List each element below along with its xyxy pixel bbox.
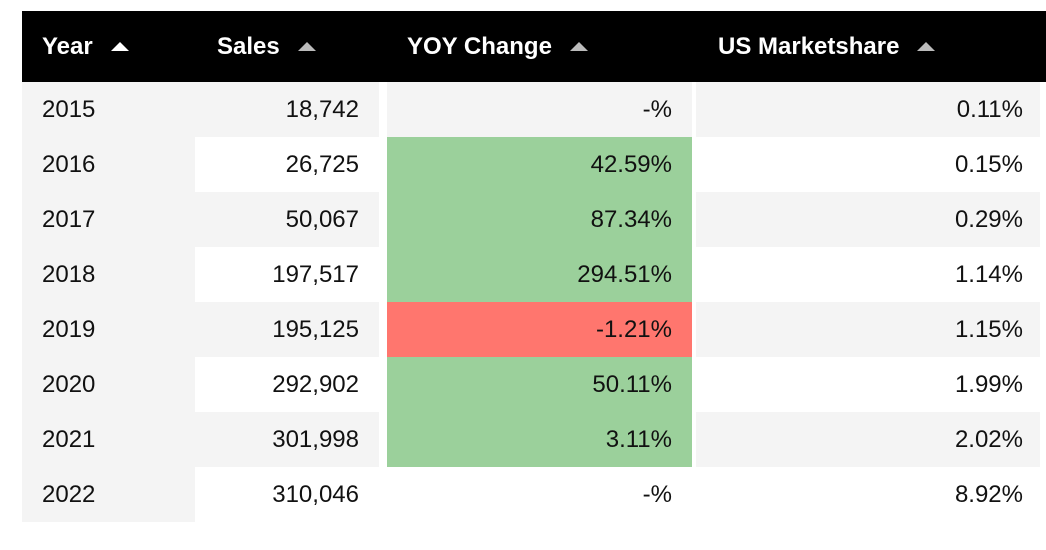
table-row: 2016 26,725 42.59% 0.15% xyxy=(22,137,1046,192)
sales-cell: 310,046 xyxy=(195,467,379,522)
column-header-sales[interactable]: Sales xyxy=(195,11,379,82)
sort-ascending-icon[interactable] xyxy=(569,42,588,51)
column-header-label: Year xyxy=(42,32,93,60)
us-marketshare-cell: 8.92% xyxy=(696,467,1040,522)
yoy-change-cell: -% xyxy=(387,82,692,137)
sort-ascending-icon[interactable] xyxy=(297,42,316,51)
us-marketshare-cell: 1.15% xyxy=(696,302,1040,357)
us-marketshare-cell: 1.14% xyxy=(696,247,1040,302)
yoy-change-cell: -1.21% xyxy=(387,302,692,357)
year-cell: 2017 xyxy=(22,192,195,247)
sales-table: Year Sales YOY Change US Marketshare 201… xyxy=(22,11,1046,522)
column-header-label: YOY Change xyxy=(407,32,552,60)
table-header-row: Year Sales YOY Change US Marketshare xyxy=(22,11,1046,82)
year-cell: 2022 xyxy=(22,467,195,522)
sales-cell: 50,067 xyxy=(195,192,379,247)
us-marketshare-cell: 2.02% xyxy=(696,412,1040,467)
table-row: 2015 18,742 -% 0.11% xyxy=(22,82,1046,137)
yoy-change-cell: 87.34% xyxy=(387,192,692,247)
sort-ascending-icon[interactable] xyxy=(917,42,936,51)
table-row: 2018 197,517 294.51% 1.14% xyxy=(22,247,1046,302)
sales-cell: 292,902 xyxy=(195,357,379,412)
table-row: 2022 310,046 -% 8.92% xyxy=(22,467,1046,522)
year-cell: 2020 xyxy=(22,357,195,412)
us-marketshare-cell: 0.11% xyxy=(696,82,1040,137)
table-body: 2015 18,742 -% 0.11% 2016 26,725 42.59% 0.15% 20… xyxy=(22,82,1046,522)
table-row: 2020 292,902 50.11% 1.99% xyxy=(22,357,1046,412)
column-header-year[interactable]: Year xyxy=(22,11,195,82)
us-marketshare-cell: 0.29% xyxy=(696,192,1040,247)
sales-cell: 301,998 xyxy=(195,412,379,467)
table-row: 2017 50,067 87.34% 0.29% xyxy=(22,192,1046,247)
us-marketshare-cell: 1.99% xyxy=(696,357,1040,412)
column-header-yoy-change[interactable]: YOY Change xyxy=(387,11,692,82)
us-marketshare-cell: 0.15% xyxy=(696,137,1040,192)
year-cell: 2016 xyxy=(22,137,195,192)
yoy-change-cell: 42.59% xyxy=(387,137,692,192)
sales-cell: 195,125 xyxy=(195,302,379,357)
yoy-change-cell: 3.11% xyxy=(387,412,692,467)
sales-cell: 18,742 xyxy=(195,82,379,137)
sales-cell: 197,517 xyxy=(195,247,379,302)
year-cell: 2018 xyxy=(22,247,195,302)
yoy-change-cell: 294.51% xyxy=(387,247,692,302)
table-row: 2021 301,998 3.11% 2.02% xyxy=(22,412,1046,467)
column-header-us-marketshare[interactable]: US Marketshare xyxy=(696,11,1040,82)
year-cell: 2015 xyxy=(22,82,195,137)
sales-cell: 26,725 xyxy=(195,137,379,192)
yoy-change-cell: 50.11% xyxy=(387,357,692,412)
column-header-label: Sales xyxy=(217,32,280,60)
year-cell: 2021 xyxy=(22,412,195,467)
year-cell: 2019 xyxy=(22,302,195,357)
sort-ascending-icon[interactable] xyxy=(110,42,129,51)
table-row: 2019 195,125 -1.21% 1.15% xyxy=(22,302,1046,357)
column-header-label: US Marketshare xyxy=(718,32,900,60)
yoy-change-cell: -% xyxy=(387,467,692,522)
